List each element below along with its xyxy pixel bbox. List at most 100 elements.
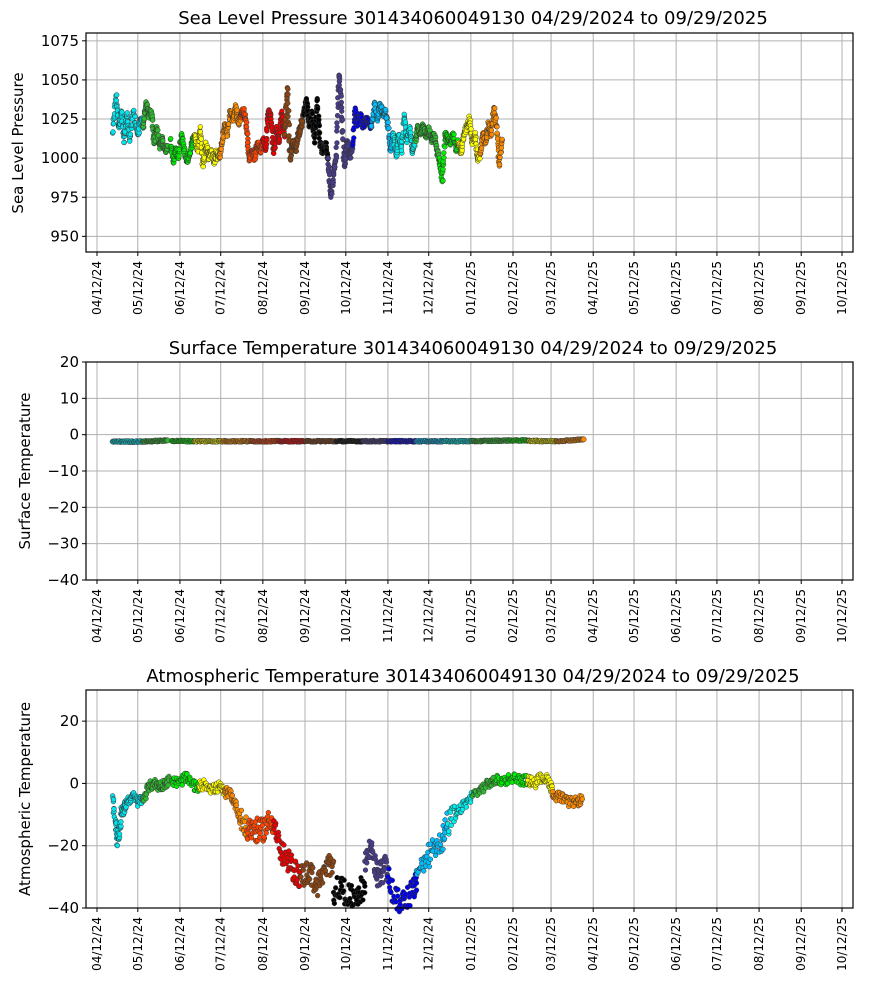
data-point bbox=[413, 887, 420, 893]
data-point bbox=[110, 121, 117, 127]
chart-sea-level-pressure: Sea Level Pressure 301434060049130 04/29… bbox=[9, 8, 854, 315]
chart-atmospheric-temperature: Atmospheric Temperature 301434060049130 … bbox=[16, 666, 854, 971]
data-point bbox=[118, 819, 124, 825]
x-tick-label: 11/12/24 bbox=[381, 261, 395, 315]
series-2025-01/02 bbox=[362, 838, 391, 889]
data-point bbox=[463, 804, 470, 810]
data-point bbox=[407, 903, 413, 909]
y-tick-label: 0 bbox=[69, 774, 79, 792]
series-2024-11/12 bbox=[281, 85, 307, 163]
x-tick-label: 09/12/24 bbox=[298, 589, 312, 643]
data-point bbox=[114, 842, 121, 849]
data-point bbox=[314, 98, 320, 104]
x-tick-label: 05/12/24 bbox=[131, 917, 145, 971]
data-point bbox=[197, 129, 204, 135]
data-point bbox=[316, 117, 322, 123]
x-tick-label: 12/12/24 bbox=[422, 261, 436, 315]
data-point bbox=[356, 885, 362, 891]
data-point bbox=[442, 144, 448, 150]
data-point bbox=[440, 846, 446, 852]
data-point bbox=[276, 136, 283, 142]
data-point bbox=[360, 897, 366, 903]
data-point bbox=[348, 883, 355, 889]
data-point bbox=[124, 110, 130, 116]
x-tick-label: 04/12/24 bbox=[90, 261, 104, 315]
data-point bbox=[395, 893, 401, 899]
data-point bbox=[427, 856, 434, 862]
x-tick-label: 01/12/25 bbox=[464, 261, 478, 315]
data-point bbox=[296, 883, 303, 889]
x-tick-label: 06/12/24 bbox=[173, 917, 187, 971]
data-point bbox=[116, 831, 123, 837]
data-point bbox=[340, 136, 346, 142]
x-tick-label: 08/12/25 bbox=[752, 261, 766, 315]
x-tick-label: 07/12/25 bbox=[710, 589, 724, 643]
data-point bbox=[314, 106, 321, 112]
series-2024-06/07 bbox=[169, 770, 202, 794]
series-2025-06/07 bbox=[494, 771, 531, 788]
data-point bbox=[333, 885, 339, 891]
data-point bbox=[316, 123, 323, 129]
data-point bbox=[314, 878, 320, 884]
x-tick-label: 10/12/25 bbox=[835, 589, 849, 643]
data-point bbox=[312, 140, 318, 146]
x-tick-label: 08/12/24 bbox=[256, 917, 270, 971]
data-point bbox=[281, 132, 288, 138]
data-point bbox=[499, 136, 505, 143]
x-tick-label: 07/12/24 bbox=[214, 917, 228, 971]
y-tick-label: −40 bbox=[47, 571, 79, 589]
data-point bbox=[498, 150, 504, 156]
data-point bbox=[362, 883, 368, 889]
x-tick-label: 09/12/24 bbox=[298, 261, 312, 315]
data-point bbox=[272, 822, 279, 829]
x-tick-label: 08/12/25 bbox=[752, 589, 766, 643]
data-point bbox=[127, 131, 134, 137]
series-2025-01/02 bbox=[325, 72, 356, 200]
y-tick-label: 20 bbox=[60, 353, 79, 371]
y-tick-label: 975 bbox=[50, 188, 79, 206]
data-point bbox=[285, 113, 291, 120]
series-2024-05/06 bbox=[140, 437, 171, 445]
data-point bbox=[378, 873, 384, 879]
series-2024-04/05 bbox=[109, 790, 146, 849]
data-point bbox=[334, 140, 340, 146]
y-tick-label: 10 bbox=[60, 389, 79, 407]
data-point bbox=[299, 118, 305, 125]
data-point bbox=[330, 858, 337, 864]
data-point bbox=[286, 108, 292, 114]
data-point bbox=[332, 164, 338, 170]
y-tick-label: −20 bbox=[47, 837, 79, 855]
x-tick-label: 07/12/25 bbox=[710, 917, 724, 971]
data-point bbox=[386, 866, 392, 872]
data-point bbox=[281, 842, 287, 848]
series-2024-08/09 bbox=[216, 102, 244, 161]
data-point bbox=[314, 892, 321, 899]
y-tick-label: −20 bbox=[47, 498, 79, 516]
series-2024-04/05 bbox=[109, 92, 147, 146]
x-tick-label: 09/12/25 bbox=[794, 261, 808, 315]
x-tick-label: 12/12/24 bbox=[422, 589, 436, 643]
data-point bbox=[477, 155, 483, 162]
x-tick-label: 10/12/25 bbox=[835, 917, 849, 971]
data-point bbox=[127, 138, 133, 144]
data-point bbox=[339, 108, 345, 114]
data-point bbox=[114, 92, 120, 98]
data-point bbox=[198, 136, 204, 142]
y-tick-label: 1050 bbox=[41, 71, 79, 89]
data-point bbox=[265, 809, 272, 816]
data-point bbox=[233, 802, 239, 808]
data-point bbox=[446, 828, 452, 834]
y-tick-label: 1025 bbox=[41, 110, 79, 128]
x-tick-label: 05/12/25 bbox=[627, 917, 641, 971]
series-2024-12/01 bbox=[330, 874, 368, 909]
x-tick-label: 10/12/24 bbox=[339, 261, 353, 315]
series-2024-09/10 bbox=[243, 809, 277, 845]
data-point bbox=[441, 155, 447, 161]
data-point bbox=[336, 82, 342, 88]
data-point bbox=[121, 139, 127, 146]
data-point bbox=[413, 880, 420, 886]
data-point bbox=[334, 120, 340, 126]
x-tick-label: 04/12/24 bbox=[90, 917, 104, 971]
data-point bbox=[341, 888, 347, 894]
data-point bbox=[168, 136, 174, 142]
